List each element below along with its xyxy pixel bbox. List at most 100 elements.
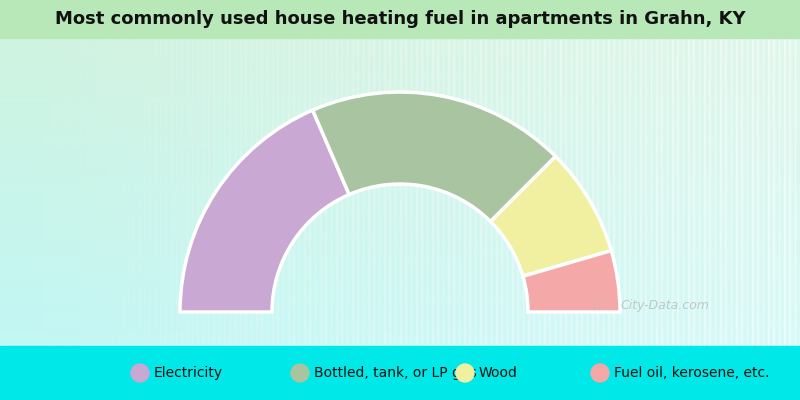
Bar [454, 38, 459, 346]
Bar [0, 256, 800, 259]
Bar [714, 38, 721, 346]
Bar [0, 162, 800, 165]
Bar [698, 38, 705, 346]
Bar [694, 38, 699, 346]
Bar [70, 38, 75, 346]
Bar [640, 38, 646, 346]
Bar [362, 38, 369, 346]
Bar [0, 224, 800, 227]
Bar [214, 38, 219, 346]
Bar [784, 38, 790, 346]
Bar [768, 38, 774, 346]
Bar [314, 38, 321, 346]
Bar [0, 216, 800, 219]
Bar [272, 38, 278, 346]
Bar [102, 38, 107, 346]
Bar [0, 205, 800, 208]
Bar [0, 192, 800, 195]
Bar [0, 26, 800, 29]
Bar [0, 280, 800, 283]
Bar [0, 56, 800, 59]
Bar [0, 330, 800, 333]
Bar [570, 38, 577, 346]
Bar [0, 208, 800, 211]
Bar [0, 336, 800, 339]
Bar [0, 301, 800, 304]
Bar [0, 38, 6, 346]
Circle shape [456, 364, 474, 382]
Wedge shape [523, 251, 620, 312]
Bar [0, 48, 800, 51]
Bar [0, 264, 800, 267]
Bar [742, 38, 747, 346]
Bar [0, 344, 800, 347]
Bar [182, 38, 187, 346]
Bar [0, 13, 800, 16]
Bar [0, 178, 800, 181]
Bar [0, 309, 800, 312]
Bar [0, 274, 800, 277]
Bar [490, 38, 497, 346]
Bar [202, 38, 209, 346]
Bar [518, 38, 523, 346]
Wedge shape [313, 92, 555, 222]
Bar [0, 373, 800, 376]
Bar [186, 38, 193, 346]
Bar [0, 128, 800, 131]
Bar [6, 38, 11, 346]
Bar [330, 38, 337, 346]
Bar [0, 362, 800, 365]
Bar [0, 133, 800, 136]
Bar [0, 186, 800, 189]
Bar [0, 381, 800, 384]
Bar [416, 38, 422, 346]
Bar [0, 234, 800, 237]
Bar [448, 38, 454, 346]
Bar [0, 320, 800, 323]
Bar [650, 38, 657, 346]
Bar [0, 194, 800, 197]
Bar [0, 389, 800, 392]
Bar [0, 221, 800, 224]
Bar [0, 112, 800, 115]
Circle shape [591, 364, 609, 382]
Bar [32, 38, 38, 346]
Bar [0, 232, 800, 235]
Bar [298, 38, 305, 346]
Bar [0, 328, 800, 331]
Bar [0, 69, 800, 72]
Bar [128, 38, 134, 346]
Bar [0, 202, 800, 205]
Bar [0, 141, 800, 144]
Text: Electricity: Electricity [154, 366, 223, 380]
Bar [0, 306, 800, 309]
Bar [400, 38, 406, 346]
Bar [0, 114, 800, 117]
Bar [176, 38, 182, 346]
Bar [112, 38, 118, 346]
Bar [0, 5, 800, 8]
Bar [64, 38, 70, 346]
Bar [662, 38, 667, 346]
Bar [38, 38, 43, 346]
Bar [150, 38, 155, 346]
Bar [154, 38, 161, 346]
Bar [0, 282, 800, 285]
Bar [0, 277, 800, 280]
Bar [0, 160, 800, 163]
Bar [0, 125, 800, 128]
Bar [0, 357, 800, 360]
Bar [0, 50, 800, 53]
Bar [0, 272, 800, 275]
Bar [774, 38, 779, 346]
Bar [0, 157, 800, 160]
Bar [442, 38, 449, 346]
Bar [790, 38, 795, 346]
Bar [224, 38, 230, 346]
Bar [0, 226, 800, 229]
Bar [320, 38, 326, 346]
Bar [0, 341, 800, 344]
Bar [566, 38, 571, 346]
Bar [10, 38, 17, 346]
Bar [554, 38, 561, 346]
